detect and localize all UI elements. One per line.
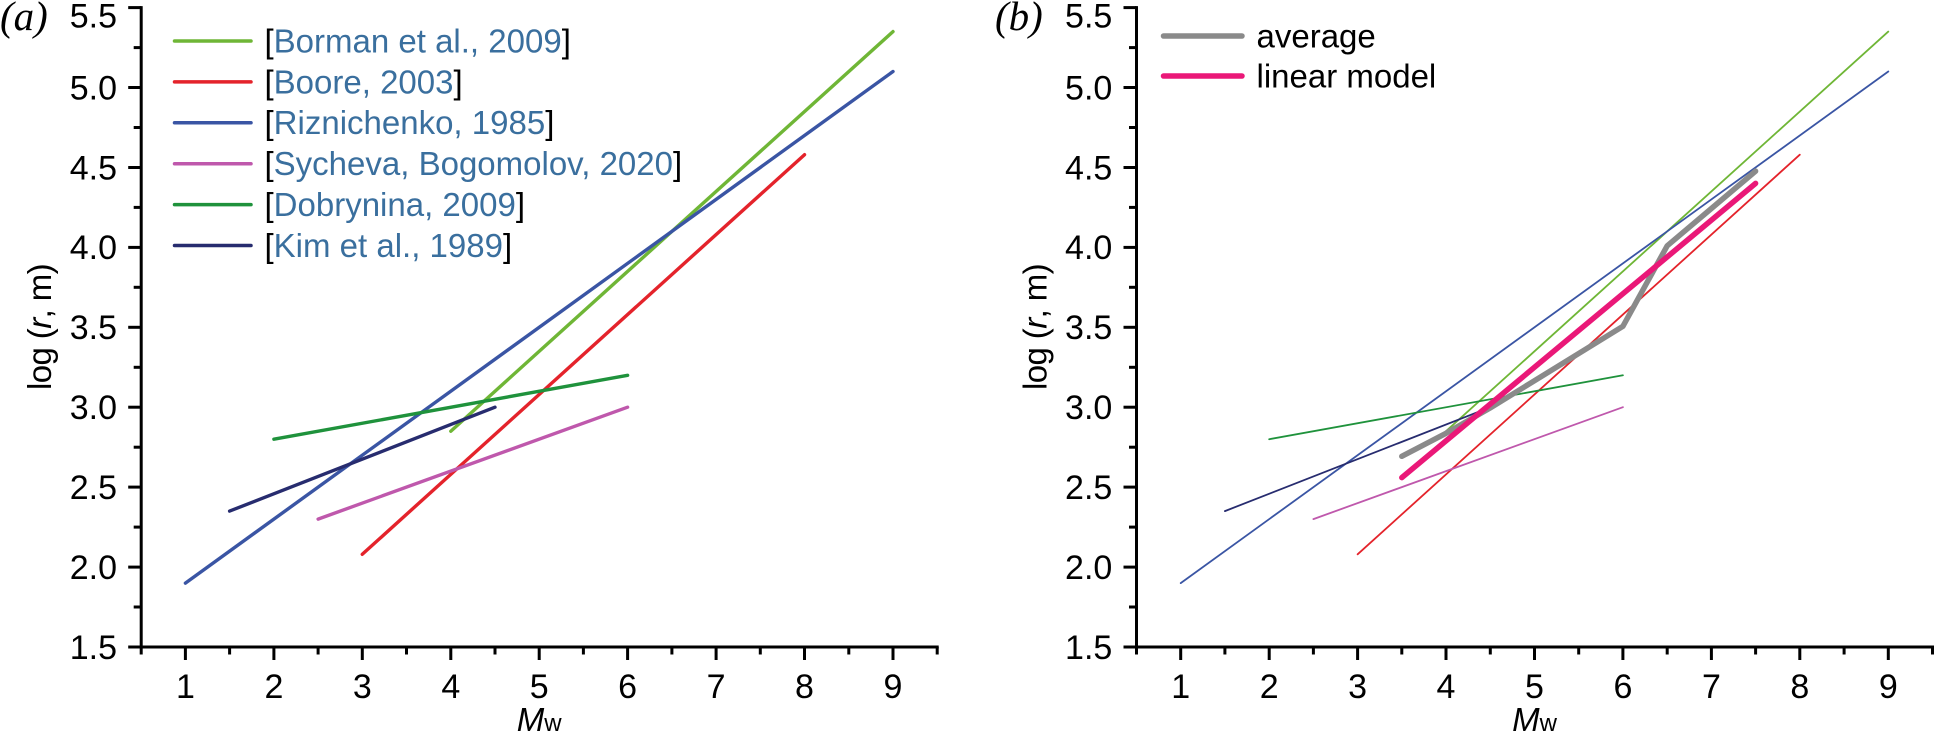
svg-text:5: 5 [530, 668, 549, 706]
svg-text:4.5: 4.5 [1065, 149, 1112, 187]
svg-text:2: 2 [1260, 668, 1279, 706]
svg-text:Mw: Mw [517, 701, 563, 734]
svg-text:7: 7 [1702, 668, 1721, 706]
svg-text:2.0: 2.0 [70, 549, 117, 587]
svg-text:4: 4 [1437, 668, 1456, 706]
svg-text:5.0: 5.0 [70, 69, 117, 107]
svg-text:9: 9 [884, 668, 903, 706]
svg-text:[Kim et al., 1989]: [Kim et al., 1989] [265, 227, 513, 264]
svg-text:4: 4 [441, 668, 460, 706]
svg-text:log (r, m): log (r, m) [21, 264, 58, 390]
svg-text:3.0: 3.0 [70, 389, 117, 427]
svg-text:2.0: 2.0 [1065, 549, 1112, 587]
svg-text:6: 6 [1613, 668, 1632, 706]
svg-text:(a): (a) [0, 0, 48, 39]
svg-text:[Dobrynina, 2009]: [Dobrynina, 2009] [265, 186, 526, 223]
svg-text:2.5: 2.5 [1065, 469, 1112, 507]
svg-text:5.0: 5.0 [1065, 69, 1112, 107]
svg-text:9: 9 [1879, 668, 1898, 706]
svg-text:1.5: 1.5 [1065, 629, 1112, 667]
svg-text:3: 3 [353, 668, 372, 706]
svg-text:3: 3 [1348, 668, 1367, 706]
svg-text:8: 8 [795, 668, 814, 706]
svg-text:3.0: 3.0 [1065, 389, 1112, 427]
svg-text:[Riznichenko, 1985]: [Riznichenko, 1985] [265, 104, 555, 141]
svg-text:3.5: 3.5 [70, 309, 117, 347]
svg-text:2: 2 [264, 668, 283, 706]
svg-text:average: average [1257, 17, 1376, 54]
svg-text:8: 8 [1790, 668, 1809, 706]
svg-text:Mw: Mw [1512, 701, 1558, 734]
svg-text:2.5: 2.5 [70, 469, 117, 507]
svg-text:5.5: 5.5 [1065, 0, 1112, 35]
svg-text:4.0: 4.0 [1065, 229, 1112, 267]
svg-text:5: 5 [1525, 668, 1544, 706]
svg-text:linear model: linear model [1257, 57, 1437, 94]
svg-text:7: 7 [707, 668, 726, 706]
svg-text:[Sycheva, Bogomolov, 2020]: [Sycheva, Bogomolov, 2020] [265, 145, 683, 182]
svg-text:log (r, m): log (r, m) [1016, 264, 1053, 390]
svg-text:1: 1 [176, 668, 195, 706]
svg-text:4.0: 4.0 [70, 229, 117, 267]
svg-text:(b): (b) [995, 0, 1043, 39]
svg-text:5.5: 5.5 [70, 0, 117, 35]
svg-text:[Borman et al., 2009]: [Borman et al., 2009] [265, 22, 571, 59]
svg-text:1: 1 [1171, 668, 1190, 706]
svg-text:[Boore, 2003]: [Boore, 2003] [265, 63, 463, 100]
svg-text:1.5: 1.5 [70, 629, 117, 667]
svg-text:6: 6 [618, 668, 637, 706]
svg-text:4.5: 4.5 [70, 149, 117, 187]
svg-text:3.5: 3.5 [1065, 309, 1112, 347]
